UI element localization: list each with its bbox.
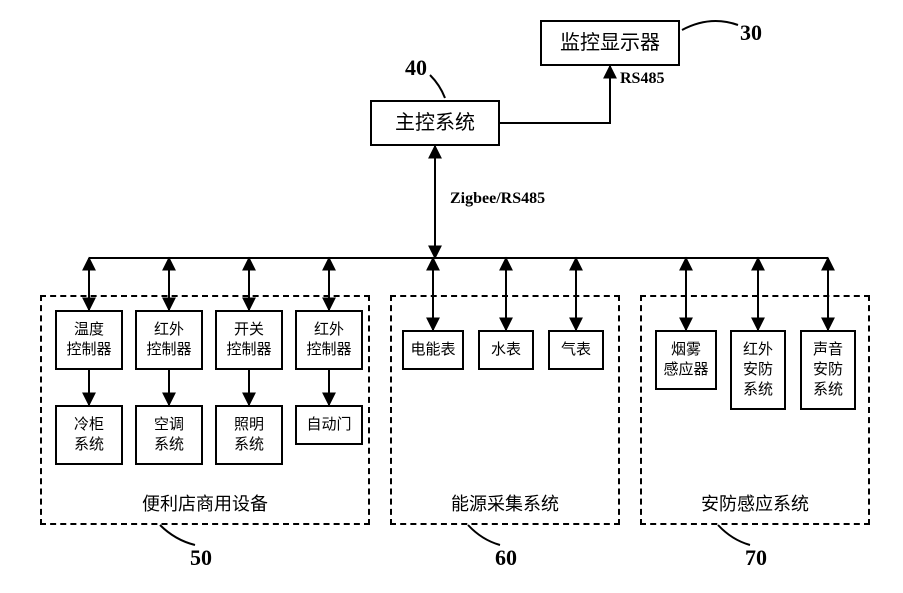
- master-number: 40: [405, 55, 427, 81]
- g60-number: 60: [495, 545, 517, 571]
- group-60-title: 能源采集系统: [390, 490, 620, 516]
- master-label: 主控系统: [395, 110, 475, 137]
- g60-b1: 电能表: [402, 330, 464, 370]
- g50-c1-bot: 冷柜 系统: [55, 405, 123, 465]
- bus-proto: Zigbee/RS485: [450, 190, 545, 208]
- g50-c4-bot: 自动门: [295, 405, 363, 445]
- g60-b2: 水表: [478, 330, 534, 370]
- g70-number: 70: [745, 545, 767, 571]
- g60-b3: 气表: [548, 330, 604, 370]
- g50-c1-top: 温度 控制器: [55, 310, 123, 370]
- g70-b2: 红外 安防 系统: [730, 330, 786, 410]
- group-50-title: 便利店商用设备: [40, 490, 370, 516]
- monitor-number: 30: [740, 20, 762, 46]
- g50-number: 50: [190, 545, 212, 571]
- g50-c4-top: 红外 控制器: [295, 310, 363, 370]
- g70-b1: 烟雾 感应器: [655, 330, 717, 390]
- g50-c2-top: 红外 控制器: [135, 310, 203, 370]
- g50-c3-bot: 照明 系统: [215, 405, 283, 465]
- g70-b3: 声音 安防 系统: [800, 330, 856, 410]
- g50-c3-top: 开关 控制器: [215, 310, 283, 370]
- monitor-proto: RS485: [620, 70, 664, 88]
- master-box: 主控系统: [370, 100, 500, 146]
- monitor-box: 监控显示器: [540, 20, 680, 66]
- monitor-label: 监控显示器: [560, 30, 660, 57]
- group-70-title: 安防感应系统: [640, 490, 870, 516]
- g50-c2-bot: 空调 系统: [135, 405, 203, 465]
